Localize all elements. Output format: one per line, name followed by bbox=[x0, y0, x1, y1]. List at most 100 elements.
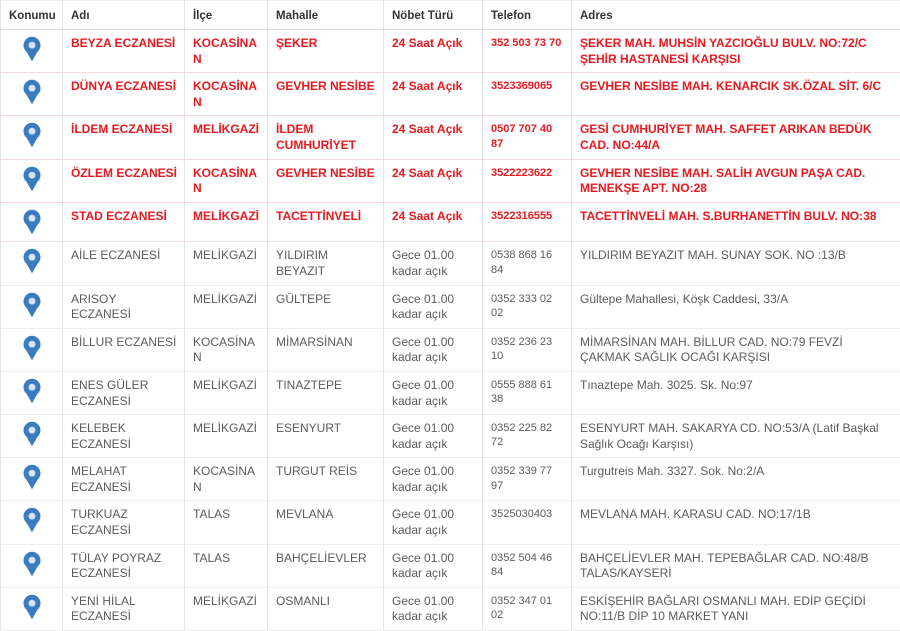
address-cell: TACETTİNVELİ MAH. S.BURHANETTİN BULV. NO… bbox=[572, 202, 900, 242]
map-pin-icon[interactable] bbox=[22, 594, 42, 620]
district-cell: TALAS bbox=[185, 501, 268, 544]
map-pin-icon[interactable] bbox=[22, 551, 42, 577]
pharmacy-name-cell: TÜLAY POYRAZ ECZANESİ bbox=[63, 544, 185, 587]
neighborhood-cell: TACETTİNVELİ bbox=[268, 202, 384, 242]
neighborhood-cell: YILDIRIM BEYAZIT bbox=[268, 242, 384, 285]
map-pin-icon[interactable] bbox=[22, 166, 42, 192]
location-cell bbox=[1, 30, 63, 73]
pharmacy-name-cell: İLDEM ECZANESİ bbox=[63, 116, 185, 159]
map-pin-icon[interactable] bbox=[22, 209, 42, 235]
address-cell: GEVHER NESİBE MAH. KENARCIK SK.ÖZAL SİT.… bbox=[572, 73, 900, 116]
neighborhood-cell: TINAZTEPE bbox=[268, 371, 384, 414]
duty-type-cell: Gece 01.00 kadar açık bbox=[384, 544, 483, 587]
col-header-phone: Telefon bbox=[483, 1, 572, 30]
duty-type-cell: Gece 01.00 kadar açık bbox=[384, 587, 483, 630]
pharmacy-name-cell: BİLLUR ECZANESİ bbox=[63, 328, 185, 371]
phone-cell: 3522223622 bbox=[483, 159, 572, 202]
district-cell: MELİKGAZİ bbox=[185, 371, 268, 414]
duty-type-cell: Gece 01.00 kadar açık bbox=[384, 458, 483, 501]
location-cell bbox=[1, 544, 63, 587]
map-pin-icon[interactable] bbox=[22, 122, 42, 148]
map-pin-icon[interactable] bbox=[22, 464, 42, 490]
map-pin-icon[interactable] bbox=[22, 335, 42, 361]
neighborhood-cell: İLDEM CUMHURİYET bbox=[268, 116, 384, 159]
phone-cell: 0352 225 82 72 bbox=[483, 415, 572, 458]
district-cell: MELİKGAZİ bbox=[185, 587, 268, 630]
location-cell bbox=[1, 242, 63, 285]
duty-type-cell: Gece 01.00 kadar açık bbox=[384, 371, 483, 414]
neighborhood-cell: OSMANLI bbox=[268, 587, 384, 630]
duty-type-cell: Gece 01.00 kadar açık bbox=[384, 415, 483, 458]
map-pin-icon[interactable] bbox=[22, 507, 42, 533]
map-pin-icon[interactable] bbox=[22, 378, 42, 404]
phone-cell: 352 503 73 70 bbox=[483, 30, 572, 73]
location-cell bbox=[1, 458, 63, 501]
district-cell: MELİKGAZİ bbox=[185, 242, 268, 285]
neighborhood-cell: GEVHER NESİBE bbox=[268, 159, 384, 202]
phone-cell: 0352 347 01 02 bbox=[483, 587, 572, 630]
map-pin-icon[interactable] bbox=[22, 292, 42, 318]
district-cell: MELİKGAZİ bbox=[185, 116, 268, 159]
pharmacy-name-cell: YENİ HİLAL ECZANESİ bbox=[63, 587, 185, 630]
phone-cell: 0352 339 77 97 bbox=[483, 458, 572, 501]
phone-cell: 3522316555 bbox=[483, 202, 572, 242]
location-cell bbox=[1, 73, 63, 116]
location-cell bbox=[1, 371, 63, 414]
location-cell bbox=[1, 501, 63, 544]
pharmacy-name-cell: KELEBEK ECZANESİ bbox=[63, 415, 185, 458]
address-cell: YILDIRIM BEYAZIT MAH. SUNAY SOK. NO :13/… bbox=[572, 242, 900, 285]
address-cell: ESENYURT MAH. SAKARYA CD. NO:53/A (Latif… bbox=[572, 415, 900, 458]
col-header-district: İlçe bbox=[185, 1, 268, 30]
neighborhood-cell: GEVHER NESİBE bbox=[268, 73, 384, 116]
col-header-address: Adres bbox=[572, 1, 900, 30]
map-pin-icon[interactable] bbox=[22, 248, 42, 274]
pharmacy-name-cell: AİLE ECZANESİ bbox=[63, 242, 185, 285]
district-cell: KOCASİNAN bbox=[185, 159, 268, 202]
pharmacy-name-cell: STAD ECZANESİ bbox=[63, 202, 185, 242]
neighborhood-cell: GÜLTEPE bbox=[268, 285, 384, 328]
location-cell bbox=[1, 328, 63, 371]
map-pin-icon[interactable] bbox=[22, 79, 42, 105]
pharmacy-name-cell: BEYZA ECZANESİ bbox=[63, 30, 185, 73]
neighborhood-cell: TURGUT REİS bbox=[268, 458, 384, 501]
table-header-row: Konumu Adı İlçe Mahalle Nöbet Türü Telef… bbox=[1, 1, 900, 30]
location-cell bbox=[1, 285, 63, 328]
address-cell: Gültepe Mahallesi, Köşk Caddesi, 33/A bbox=[572, 285, 900, 328]
address-cell: GEVHER NESİBE MAH. SALİH AVGUN PAŞA CAD.… bbox=[572, 159, 900, 202]
neighborhood-cell: MEVLANA bbox=[268, 501, 384, 544]
duty-type-cell: Gece 01.00 kadar açık bbox=[384, 328, 483, 371]
address-cell: BAHÇELİEVLER MAH. TEPEBAĞLAR CAD. NO:48/… bbox=[572, 544, 900, 587]
location-cell bbox=[1, 415, 63, 458]
pharmacy-name-cell: DÜNYA ECZANESİ bbox=[63, 73, 185, 116]
col-header-duty-type: Nöbet Türü bbox=[384, 1, 483, 30]
duty-type-cell: 24 Saat Açık bbox=[384, 202, 483, 242]
location-cell bbox=[1, 116, 63, 159]
pharmacy-name-cell: MELAHAT ECZANESİ bbox=[63, 458, 185, 501]
district-cell: KOCASİNAN bbox=[185, 458, 268, 501]
address-cell: GESİ CUMHURİYET MAH. SAFFET ARIKAN BEDÜK… bbox=[572, 116, 900, 159]
district-cell: KOCASİNAN bbox=[185, 30, 268, 73]
phone-cell: 0555 888 61 38 bbox=[483, 371, 572, 414]
phone-cell: 0507 707 40 87 bbox=[483, 116, 572, 159]
map-pin-icon[interactable] bbox=[22, 421, 42, 447]
address-cell: Tınaztepe Mah. 3025. Sk. No:97 bbox=[572, 371, 900, 414]
duty-type-cell: 24 Saat Açık bbox=[384, 159, 483, 202]
pharmacy-name-cell: ENES GÜLER ECZANESİ bbox=[63, 371, 185, 414]
neighborhood-cell: BAHÇELİEVLER bbox=[268, 544, 384, 587]
phone-cell: 0352 236 23 10 bbox=[483, 328, 572, 371]
location-cell bbox=[1, 587, 63, 630]
map-pin-icon[interactable] bbox=[22, 36, 42, 62]
district-cell: MELİKGAZİ bbox=[185, 285, 268, 328]
address-cell: ESKİŞEHİR BAĞLARI OSMANLI MAH. EDİP GEÇİ… bbox=[572, 587, 900, 630]
location-cell bbox=[1, 202, 63, 242]
pharmacy-name-cell: TURKUAZ ECZANESİ bbox=[63, 501, 185, 544]
